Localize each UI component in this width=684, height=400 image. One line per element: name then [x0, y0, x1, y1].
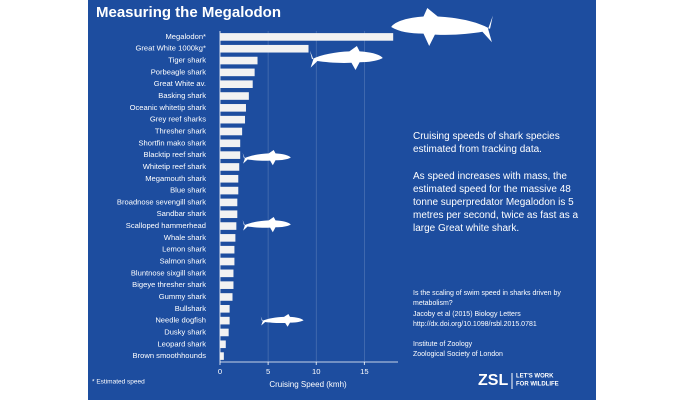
annotation: As speed increases with mass, the estima… [413, 171, 579, 234]
institution: Institute of Zoology [413, 341, 473, 348]
shark-icon [309, 46, 383, 70]
y-tick-label: Scalloped hammerhead [126, 221, 206, 230]
source: Is the scaling of swim speed in sharks d… [413, 290, 561, 307]
y-tick-label: Megamouth shark [145, 174, 206, 183]
y-tick-label: Dusky shark [164, 327, 206, 336]
bar [220, 104, 246, 112]
bar [220, 139, 241, 148]
shark-icon [242, 217, 291, 233]
y-tick-label: Leopard shark [157, 339, 206, 348]
bar [220, 269, 234, 278]
y-tick-label: Broadnose sevengill shark [117, 197, 206, 206]
x-tick-label: 0 [218, 367, 222, 376]
y-tick-label: Whitetip reef shark [143, 162, 207, 171]
footnote: * Estimated speed [92, 379, 145, 386]
logo-tagline: FOR WILDLIFE [516, 382, 559, 388]
logo-tagline: LET'S WORK [516, 374, 554, 380]
bar [220, 234, 236, 242]
bar [220, 340, 226, 349]
bar [220, 210, 238, 219]
bar [220, 352, 224, 360]
bar [220, 151, 241, 159]
y-tick-label: Gummy shark [159, 292, 206, 301]
y-tick-label: Great White av. [154, 79, 206, 88]
y-tick-label: Lemon shark [162, 245, 206, 254]
bar [220, 163, 240, 171]
x-tick-label: 5 [266, 367, 270, 376]
bar [220, 115, 246, 124]
y-tick-label: Megalodon* [165, 32, 206, 41]
bar [220, 245, 235, 254]
bar [220, 328, 229, 337]
y-tick-label: Shortfin mako shark [138, 138, 206, 147]
institution: Zoological Society of London [413, 351, 503, 358]
y-tick-label: Thresher shark [155, 126, 206, 135]
source: Jacoby et al (2015) Biology Letters [413, 311, 521, 318]
bar [220, 33, 394, 41]
bar [220, 281, 234, 289]
y-tick-label: Brown smoothhounds [133, 351, 207, 360]
y-tick-label: Oceanic whitetip shark [130, 103, 207, 112]
bar [220, 222, 237, 230]
chart-title: Measuring the Megalodon [96, 4, 281, 21]
shark-icon [391, 8, 493, 46]
shark-icon [260, 314, 304, 327]
bar [220, 186, 239, 195]
y-tick-label: Basking shark [158, 91, 206, 100]
x-tick-label: 15 [360, 367, 368, 376]
y-tick-label: Salmon shark [160, 257, 207, 266]
y-tick-label: Grey reef sharks [150, 115, 206, 124]
bar [220, 44, 309, 53]
bar [220, 198, 238, 207]
panel [88, 0, 596, 400]
y-tick-label: Blacktip reef shark [144, 150, 207, 159]
source: http://dx.doi.org/10.1098/rsbl.2015.0781 [413, 321, 537, 328]
bar [220, 80, 253, 88]
y-tick-label: Tiger shark [168, 56, 206, 65]
y-tick-label: Great White 1000kg* [136, 44, 207, 53]
bar [220, 316, 230, 325]
y-tick-label: Bigeye thresher shark [132, 280, 206, 289]
y-tick-label: Porbeagle shark [151, 67, 207, 76]
bar [220, 92, 249, 100]
x-tick-label: 10 [312, 367, 320, 376]
bar [220, 127, 243, 136]
bar [220, 68, 255, 77]
y-tick-label: Whale shark [164, 233, 206, 242]
bar [220, 293, 233, 301]
bar [220, 174, 239, 183]
y-tick-label: Needle dogfish [155, 316, 206, 325]
bar [220, 56, 258, 65]
logo-mark: ZSL [478, 372, 508, 389]
shark-icons [242, 8, 493, 327]
y-tick-label: Sandbar shark [157, 209, 207, 218]
shark-icon [242, 150, 291, 166]
bar [220, 305, 230, 313]
bar [220, 257, 235, 266]
y-tick-label: Blue shark [170, 186, 206, 195]
y-tick-label: Bluntnose sixgill shark [131, 268, 206, 277]
annotation: Cruising speeds of shark species estimat… [413, 131, 560, 155]
y-tick-label: Bullshark [175, 304, 206, 313]
x-axis-label: Cruising Speed (kmh) [269, 380, 347, 389]
